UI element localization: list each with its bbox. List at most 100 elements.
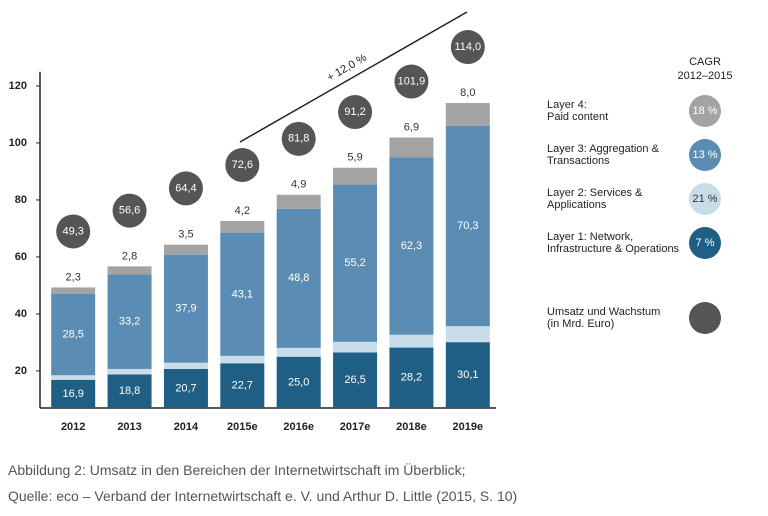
bar-segment: [276, 208, 321, 348]
y-tick-label: 100: [9, 137, 27, 149]
value-label: 28,5: [62, 329, 83, 341]
value-label: 4,2: [235, 205, 250, 217]
bar-segment: [333, 341, 378, 353]
value-label: 2,8: [122, 250, 137, 262]
value-label: 55,2: [344, 257, 365, 269]
bar-segment: [51, 287, 96, 294]
bar-segment: [333, 352, 378, 408]
value-label: 22,7: [232, 380, 253, 392]
bar-segment: [220, 363, 265, 408]
legend-total-circle: [689, 302, 721, 334]
value-label: 2,3: [66, 271, 81, 283]
x-tick-label: 2013: [117, 421, 141, 433]
y-tick-label: 20: [15, 365, 27, 377]
x-tick-label: 2019e: [453, 421, 484, 433]
cagr-circle: [689, 139, 721, 171]
bar-segment: [51, 375, 96, 380]
total-label: 49,3: [62, 225, 83, 237]
total-label: 114,0: [454, 41, 481, 53]
value-label: 37,9: [175, 303, 196, 315]
value-label: 48,8: [288, 272, 309, 284]
x-tick-label: 2015e: [227, 421, 258, 433]
total-label: 64,4: [175, 182, 196, 194]
bar-segment: [276, 347, 321, 357]
bar-segment: [276, 356, 321, 408]
bar-segment: [445, 326, 490, 343]
bar-segment: [276, 194, 321, 209]
total-circle: [394, 64, 429, 99]
cagr-label: 21 %: [692, 193, 717, 205]
total-label: 81,8: [288, 133, 309, 145]
value-label: 5,9: [347, 152, 362, 164]
bar-segment: [51, 294, 96, 376]
cagr-label: 13 %: [692, 149, 717, 161]
cagr-circle: [689, 95, 721, 127]
x-tick-label: 2012: [61, 421, 85, 433]
x-tick-label: 2017e: [340, 421, 371, 433]
bar-segment: [445, 342, 490, 408]
legend-title: CAGR: [689, 56, 721, 68]
bar-segment: [389, 157, 434, 335]
total-circle: [450, 30, 485, 65]
x-tick-label: 2016e: [283, 421, 314, 433]
bar-segment: [445, 125, 490, 327]
total-label: 72,6: [232, 159, 253, 171]
value-label: 4,9: [291, 179, 306, 191]
cagr-label: 7 %: [696, 237, 715, 249]
legend-label: Layer 1: Network, Infrastructure & Opera…: [547, 231, 680, 255]
bar-segment: [107, 274, 152, 369]
value-label: 30,1: [457, 369, 478, 381]
caption: Quelle: eco – Verband der Internetwirtsc…: [8, 488, 518, 504]
value-label: 62,3: [401, 240, 422, 252]
total-circle: [168, 171, 203, 206]
bar-segment: [333, 167, 378, 185]
total-label: 101,9: [398, 75, 426, 87]
bar-segment: [333, 184, 378, 342]
total-label: 91,2: [344, 106, 365, 118]
bar-segment: [220, 355, 265, 364]
total-circle: [281, 121, 316, 156]
value-label: 18,8: [119, 385, 140, 397]
total-circle: [112, 193, 147, 228]
y-tick-label: 60: [15, 251, 27, 263]
bar-segment: [107, 368, 152, 375]
cagr-circle: [689, 227, 721, 259]
value-label: 25,0: [288, 376, 309, 388]
legend-label: Layer 4: Paid content: [547, 99, 609, 123]
bar-segment: [163, 244, 208, 255]
total-circle: [56, 214, 91, 249]
value-label: 16,9: [62, 388, 83, 400]
value-label: 20,7: [175, 382, 196, 394]
bar-segment: [445, 103, 490, 126]
legend-label: Layer 3: Aggregation & Transactions: [547, 143, 659, 167]
bar-segment: [220, 221, 265, 234]
value-label: 6,9: [404, 121, 419, 133]
legend-subtitle: 2012–2015: [677, 70, 732, 82]
caption: Abbildung 2: Umsatz in den Bereichen der…: [8, 462, 466, 478]
cagr-label: 18 %: [692, 105, 717, 117]
value-label: 43,1: [232, 288, 253, 300]
value-label: 3,5: [178, 229, 193, 241]
trend-line: [239, 11, 468, 143]
total-circle: [338, 95, 373, 130]
bar-segment: [163, 368, 208, 408]
y-tick-label: 80: [15, 194, 27, 206]
x-tick-label: 2018e: [396, 421, 427, 433]
value-label: 8,0: [460, 87, 475, 99]
bar-segment: [163, 254, 208, 363]
bar-segment: [220, 233, 265, 356]
total-label: 56,6: [119, 205, 140, 217]
bar-segment: [107, 266, 152, 275]
annotation: + 12,0 %: [325, 52, 369, 84]
legend-label: Layer 2: Services & Applications: [547, 187, 643, 211]
x-tick-label: 2014: [174, 421, 199, 433]
legend-label: Umsatz und Wachstum (in Mrd. Euro): [547, 306, 661, 330]
cagr-circle: [689, 183, 721, 215]
total-circle: [225, 148, 260, 183]
bar-segment: [389, 347, 434, 408]
value-label: 70,3: [457, 220, 478, 232]
y-tick-label: 40: [15, 308, 27, 320]
bar-segment: [389, 137, 434, 158]
